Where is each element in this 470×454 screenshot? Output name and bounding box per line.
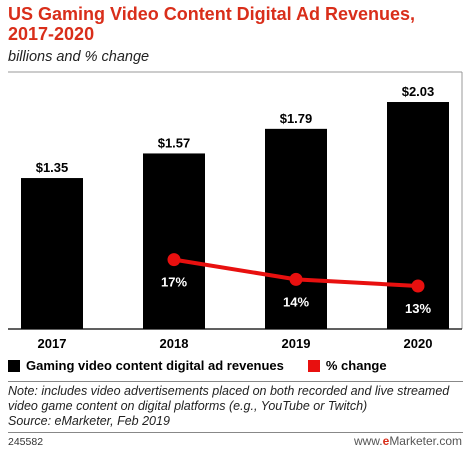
pct-point-2019: [289, 272, 303, 286]
bar-label-2019: $1.79: [280, 111, 313, 126]
chart-title: US Gaming Video Content Digital Ad Reven…: [8, 4, 416, 44]
bar-2020: [387, 102, 449, 329]
brand-prefix: www.: [353, 434, 383, 448]
brand-suffix: Marketer.com: [389, 434, 462, 448]
legend-item-line: % change: [307, 358, 387, 373]
bar-2017: [21, 178, 83, 329]
bar-2019: [265, 128, 327, 329]
bar-2018: [143, 153, 205, 329]
chart-id: 245582: [8, 436, 44, 448]
bar-line-chart: $1.35$1.57$1.79$2.03 17%14% 13% 2017 2018 2…: [8, 71, 463, 351]
legend-item-bars: Gaming video content digital ad revenues: [8, 358, 284, 373]
pct-point-2020: [411, 279, 425, 293]
legend-swatch-line: [307, 359, 320, 372]
note-divider: [8, 381, 463, 382]
line-layer: 17% 14% 13%: [161, 253, 431, 316]
source-text: Source: eMarketer, Feb 2019: [8, 414, 170, 428]
x-tick-2017: 2017: [38, 336, 67, 351]
pct-label-2018: 17%: [161, 275, 187, 290]
brand-logo: www.eMarketer.com: [354, 434, 462, 448]
x-tick-2019: 2019: [282, 336, 311, 351]
bar-label-2020: $2.03: [402, 84, 435, 99]
chart-note: Note: includes video advertisements plac…: [8, 384, 468, 429]
legend: Gaming video content digital ad revenues…: [8, 358, 387, 373]
pct-label-2020: 13%: [405, 301, 431, 316]
axis-layer: 2017 2018 2019 2020: [8, 71, 463, 351]
chart-subtitle: billions and % change: [8, 49, 150, 65]
pct-point-2018: [167, 253, 181, 267]
footer-divider: [8, 432, 463, 433]
bars-layer: $1.35 $1.57 $1.79 $2.03: [21, 84, 449, 329]
bar-label-2018: $1.57: [158, 135, 191, 150]
x-tick-2020: 2020: [404, 336, 433, 351]
legend-swatch-bars: [8, 359, 20, 372]
x-tick-2018: 2018: [160, 336, 189, 351]
brand-highlight: e: [382, 434, 390, 448]
legend-label-bars: Gaming video content digital ad revenues: [26, 358, 284, 373]
bar-label-2017: $1.35: [36, 160, 69, 175]
legend-label-line: % change: [325, 358, 387, 373]
note-text: Note: includes video advertisements plac…: [8, 384, 450, 413]
pct-label-2019: 14%: [283, 294, 309, 309]
